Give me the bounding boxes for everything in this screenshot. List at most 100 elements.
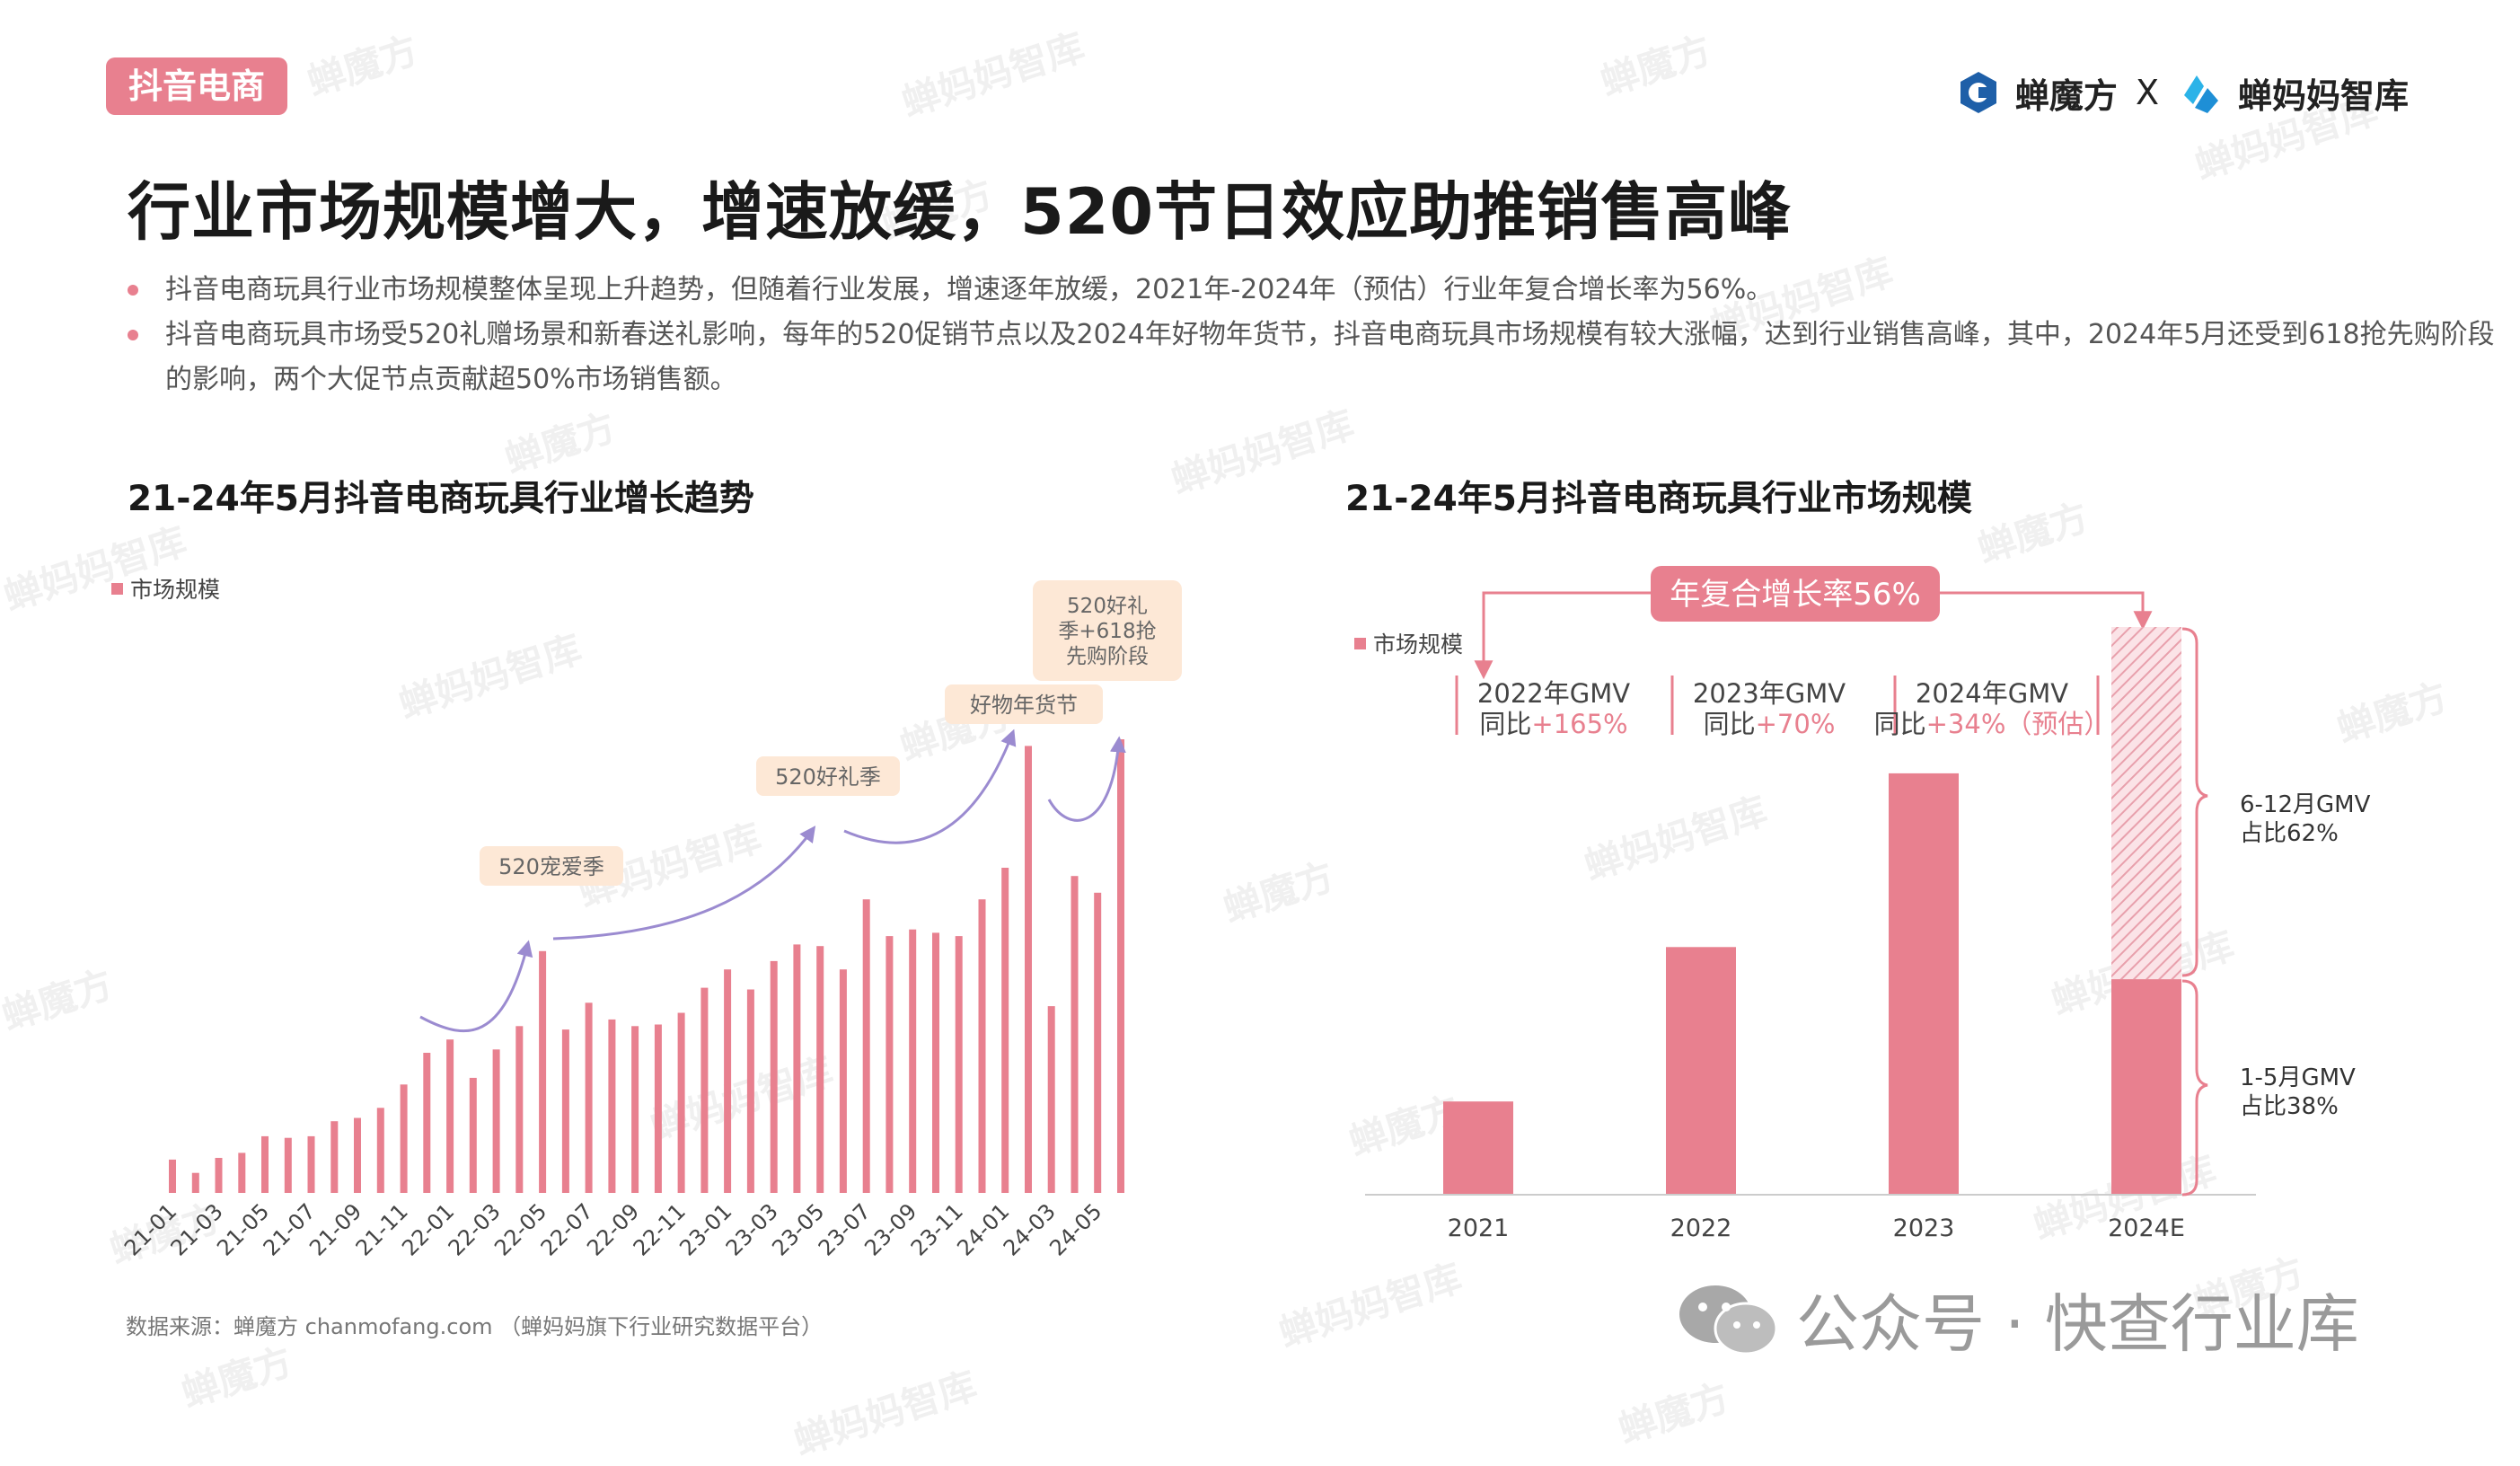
wechat-brand: 公众号 · 快查行业库 <box>1678 1274 2359 1364</box>
bar-22-12 <box>700 987 709 1193</box>
callout-haowu-nianhuojie: 好物年货节 <box>945 684 1103 724</box>
bar-23-06 <box>839 969 847 1193</box>
bar-22-08 <box>608 1019 616 1193</box>
cagr-bracket <box>1474 591 1652 680</box>
bullet-text-2: 抖音电商玩具市场受520礼赠场景和新春送礼影响，每年的520促销节点以及2024… <box>165 319 2495 395</box>
x-tick-label: 2024E <box>2108 1214 2185 1242</box>
bar-21-01 <box>169 1159 176 1193</box>
bar-23-11 <box>955 936 963 1193</box>
bar-23-12 <box>978 899 986 1193</box>
cagr-label: 年复合增长率56% <box>1670 577 1921 613</box>
callout-text: 520宠爱季 <box>498 854 604 879</box>
x-tick-label: 2022 <box>1670 1214 1732 1242</box>
x-tick-label: 2023 <box>1893 1214 1955 1242</box>
category-tag: 抖音电商 <box>106 57 287 115</box>
bullet-text-1: 抖音电商玩具行业市场规模整体呈现上升趋势，但随着行业发展，增速逐年放缓，2021… <box>165 274 1774 305</box>
bar-41 <box>1117 739 1124 1193</box>
bar-24-01 <box>1001 868 1009 1193</box>
bar-21-12 <box>423 1053 431 1193</box>
bar-2024E-forecast-segment <box>2111 627 2181 980</box>
bar-23-10 <box>932 932 939 1193</box>
bar-24-05 <box>1094 892 1102 1193</box>
brace-upper <box>2181 627 2208 977</box>
bar-21-02 <box>191 1172 199 1193</box>
left-bars-group <box>169 739 1124 1193</box>
bar-21-06 <box>284 1137 292 1193</box>
wechat-icon <box>1679 1285 1778 1355</box>
bar-22-06 <box>561 1029 569 1193</box>
callout-line: 先购阶段 <box>1066 645 1149 668</box>
legend-label: 市场规模 <box>1373 631 1464 658</box>
bar-2023 <box>1889 773 1959 1195</box>
bar-22-02 <box>469 1077 477 1193</box>
bar-21-09 <box>354 1117 361 1193</box>
x-tick-label: 2021 <box>1448 1214 1510 1242</box>
right-ticks-group: 2021 2022 2023 2024E <box>1448 1214 2185 1242</box>
bullet-dot <box>128 285 138 296</box>
callout-text: 520好礼季 <box>775 764 881 790</box>
legend-swatch <box>1354 637 1366 649</box>
bullet-dot <box>128 330 138 340</box>
brand-separator: X <box>2135 73 2159 112</box>
data-source: 数据来源：蝉魔方 chanmofang.com （蝉妈妈旗下行业研究数据平台） <box>126 1314 824 1339</box>
yoy-value-line: 同比+34%（预估） <box>1874 709 2110 739</box>
bar-23-08 <box>886 936 894 1193</box>
trend-arrow <box>1047 736 1126 822</box>
yoy-title: 2023年GMV <box>1693 678 1846 709</box>
bar-22-05 <box>539 950 547 1193</box>
chanmofang-logo-icon <box>1960 72 1996 113</box>
bar-23-09 <box>909 929 917 1193</box>
bar-22-04 <box>515 1026 524 1193</box>
right-chart-title: 21-24年5月抖音电商玩具行业市场规模 <box>1345 479 1972 519</box>
right-chart-svg: 年复合增长率56% 2022年GMV同比+165%2023年GMV同比+70%2… <box>1365 566 2371 1242</box>
bar-23-07 <box>862 899 870 1193</box>
left-chart-legend: 市场规模 <box>111 572 220 605</box>
bar-22-10 <box>654 1024 662 1193</box>
bar-21-08 <box>330 1121 339 1193</box>
bar-23-03 <box>770 960 778 1193</box>
brand-logos: 蝉魔方 X 蝉妈妈智库 <box>1954 61 2409 124</box>
bar-22-09 <box>631 1026 639 1193</box>
bar-21-03 <box>215 1158 223 1193</box>
trend-arrow <box>843 729 1017 844</box>
brace-label-upper-2: 占比62% <box>2240 820 2339 847</box>
callout-520-chongaiji: 520宠爱季 <box>480 846 623 886</box>
bar-23-04 <box>793 944 801 1193</box>
brace-lower <box>2181 979 2208 1197</box>
callout-520-618: 520好礼 季+618抢 先购阶段 <box>1033 580 1182 681</box>
cagr-badge: 年复合增长率56% <box>1651 566 1940 622</box>
chanmama-logo-icon <box>2183 75 2218 113</box>
yoy-value-line: 同比+165% <box>1479 709 1627 739</box>
right-bars-group <box>1443 627 2181 1195</box>
bar-22-01 <box>446 1039 454 1193</box>
brand-right-name: 蝉妈妈智库 <box>2237 75 2409 116</box>
right-chart-legend: 市场规模 <box>1354 627 1463 659</box>
yoy-title: 2022年GMV <box>1477 678 1630 709</box>
bar-22-03 <box>492 1049 500 1193</box>
yoy-value-line: 同比+70% <box>1704 709 1836 739</box>
trend-arrow <box>419 940 533 1033</box>
bar-24-03 <box>1047 1006 1055 1193</box>
bar-23-05 <box>816 946 824 1193</box>
bar-2022 <box>1666 947 1736 1195</box>
bar-21-11 <box>400 1084 408 1193</box>
brace-label-upper-1: 6-12月GMV <box>2240 791 2371 818</box>
bar-22-07 <box>585 1002 593 1193</box>
callout-text: 好物年货节 <box>970 693 1078 718</box>
bar-21-07 <box>307 1135 315 1193</box>
callout-520-haoliji: 520好礼季 <box>756 756 900 796</box>
wechat-brand-text: 公众号 · 快查行业库 <box>1796 1287 2359 1361</box>
bar-2024E-actual-segment <box>2111 979 2181 1195</box>
left-chart-svg: 21-0121-0321-0521-0721-0921-1122-0122-03… <box>119 580 1182 1261</box>
bar-23-02 <box>746 989 754 1193</box>
bar-21-05 <box>261 1135 269 1193</box>
bar-24-02 <box>1025 746 1032 1193</box>
brand-left-name: 蝉魔方 <box>2014 75 2118 116</box>
left-chart-title: 21-24年5月抖音电商玩具行业增长趋势 <box>128 479 754 519</box>
bar-23-01 <box>724 969 732 1193</box>
bar-21-04 <box>238 1152 246 1193</box>
callout-line: 季+618抢 <box>1058 620 1156 643</box>
yoy-title: 2024年GMV <box>1916 678 2068 709</box>
legend-label: 市场规模 <box>130 577 221 603</box>
